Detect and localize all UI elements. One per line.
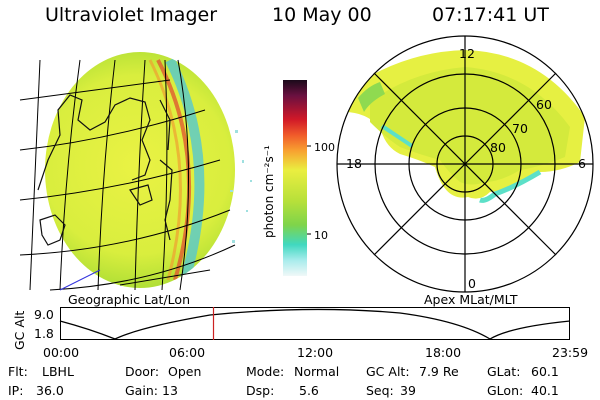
param-glon-value: 40.1	[531, 383, 559, 398]
instrument-title: Ultraviolet Imager	[45, 4, 218, 26]
param-door-key: Door:	[125, 364, 160, 379]
apex-label: Apex MLat/MLT	[424, 292, 518, 307]
colorbar-tick-10: 10	[314, 229, 328, 242]
mlat-label-70: 70	[512, 121, 528, 136]
gc-alt-max: 9.0	[34, 307, 54, 322]
polar-plot	[336, 35, 594, 293]
gc-alt-axis-label: GC Alt	[12, 310, 27, 350]
date-label: 10 May 00	[272, 4, 372, 26]
mlt-label-0: 0	[468, 276, 476, 291]
param-dsp-value: 5.6	[299, 383, 319, 398]
time-label: 07:17:41 UT	[432, 4, 549, 26]
gc-alt-min: 1.8	[34, 326, 54, 341]
mlat-label-80: 80	[490, 140, 506, 155]
xtick-1800: 18:00	[425, 345, 462, 360]
param-seq-value: 39	[400, 383, 416, 398]
param-gain-value: 13	[162, 383, 178, 398]
param-glon-key: GLon:	[487, 383, 524, 398]
param-dsp-key: Dsp:	[246, 383, 275, 398]
param-ip-key: IP:	[8, 383, 24, 398]
param-gain-key: Gain:	[125, 383, 158, 398]
altitude-timeline	[59, 307, 571, 340]
colorbar-unit-label: photon cm⁻²s⁻¹	[262, 145, 276, 238]
mlat-label-60: 60	[536, 97, 552, 112]
xtick-1200: 12:00	[297, 345, 334, 360]
param-flt-value: LBHL	[42, 364, 74, 379]
param-gcalt-value: 7.9 Re	[419, 364, 459, 379]
geographic-label: Geographic Lat/Lon	[68, 292, 190, 307]
param-gcalt-key: GC Alt:	[366, 364, 410, 379]
colorbar	[283, 80, 311, 276]
xtick-0600: 06:00	[169, 345, 206, 360]
mlt-label-12: 12	[459, 46, 475, 61]
param-door-value: Open	[168, 364, 202, 379]
param-glat-key: GLat:	[487, 364, 521, 379]
param-glat-value: 60.1	[531, 364, 559, 379]
param-flt-key: Flt:	[8, 364, 28, 379]
xtick-0000: 00:00	[43, 345, 80, 360]
param-ip-value: 36.0	[36, 383, 64, 398]
xtick-2359: 23:59	[552, 345, 589, 360]
param-mode-value: Normal	[294, 364, 340, 379]
mlt-label-6: 6	[578, 156, 586, 171]
mlt-label-18: 18	[346, 156, 362, 171]
param-seq-key: Seq:	[366, 383, 394, 398]
colorbar-tick-100: 100	[314, 141, 335, 154]
param-mode-key: Mode:	[246, 364, 285, 379]
geographic-image	[19, 52, 252, 291]
